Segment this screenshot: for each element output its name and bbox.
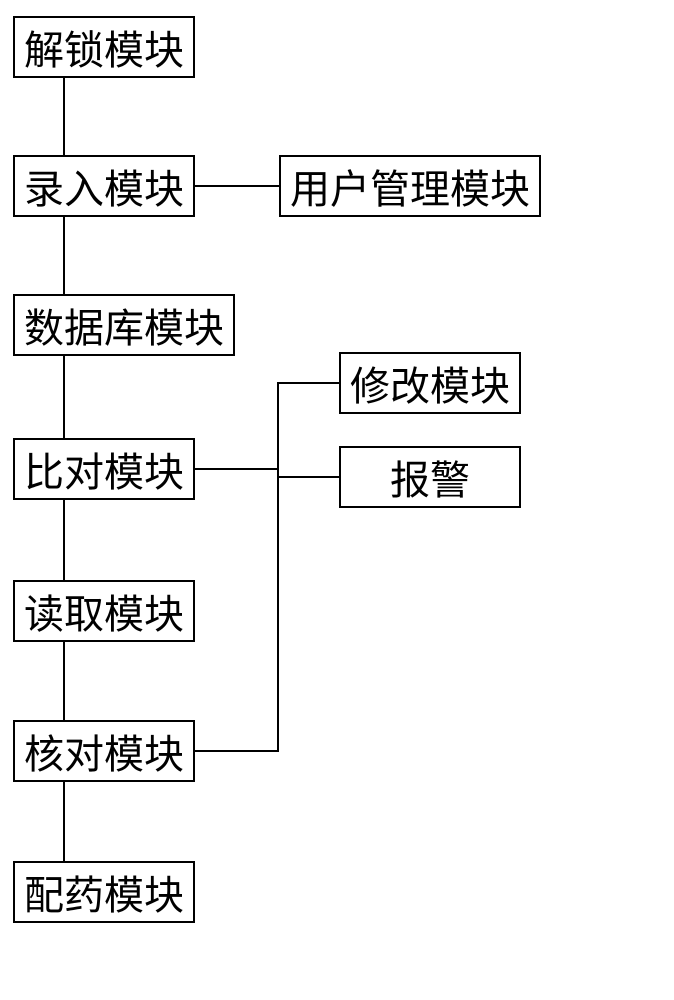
node-label: 配药模块: [24, 863, 184, 921]
node-label: 修改模块: [350, 354, 510, 412]
node-label: 报警: [390, 448, 470, 506]
edge-unlock-input: [63, 78, 65, 155]
node-compare: 比对模块: [13, 438, 195, 500]
edge-compare-read: [63, 500, 65, 580]
edge-verify-dispense: [63, 782, 65, 861]
node-label: 用户管理模块: [290, 157, 530, 215]
node-label: 录入模块: [24, 157, 184, 215]
edge-input-database: [63, 217, 65, 294]
node-database: 数据库模块: [13, 294, 235, 356]
node-label: 解锁模块: [24, 18, 184, 76]
node-verify: 核对模块: [13, 720, 195, 782]
edge-branch-modify: [279, 382, 339, 384]
node-alarm: 报警: [339, 446, 521, 508]
node-usermgmt: 用户管理模块: [279, 155, 541, 217]
node-label: 读取模块: [24, 582, 184, 640]
node-label: 数据库模块: [24, 296, 224, 354]
edge-database-compare: [63, 356, 65, 438]
node-modify: 修改模块: [339, 352, 521, 414]
node-read: 读取模块: [13, 580, 195, 642]
edge-read-verify: [63, 642, 65, 720]
edge-compare-branch: [195, 468, 279, 470]
node-label: 核对模块: [24, 722, 184, 780]
edge-branch-alarm: [279, 476, 339, 478]
node-dispense: 配药模块: [13, 861, 195, 923]
edge-branch-verify: [195, 750, 279, 752]
edge-branch-vertical: [277, 382, 279, 752]
node-input: 录入模块: [13, 155, 195, 217]
edge-input-usermgmt: [195, 185, 279, 187]
node-label: 比对模块: [24, 440, 184, 498]
node-unlock: 解锁模块: [13, 16, 195, 78]
